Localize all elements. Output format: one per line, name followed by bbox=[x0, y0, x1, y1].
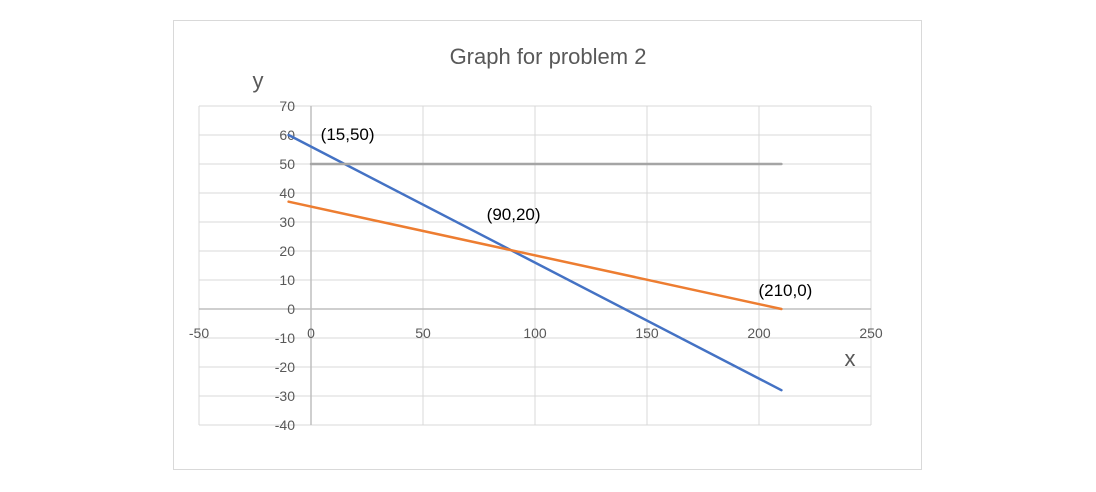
axes bbox=[199, 106, 871, 425]
x-tick-label: -50 bbox=[189, 325, 209, 341]
x-tick-label: 200 bbox=[747, 325, 771, 341]
annotations: (15,50) (90,20) (210,0) bbox=[321, 125, 813, 300]
x-tick-label: 0 bbox=[307, 325, 315, 341]
x-tick-label: 50 bbox=[415, 325, 431, 341]
tick-labels: -40 -30 -20 -10 0 10 20 30 40 50 60 70 -50 0 50 100 150 2… bbox=[189, 98, 883, 433]
series-line-1 bbox=[287, 133, 783, 392]
annotation-label: (90,20) bbox=[487, 205, 541, 224]
y-tick-label: -20 bbox=[275, 359, 295, 375]
y-tick-label: 10 bbox=[279, 272, 295, 288]
x-tick-label: 250 bbox=[859, 325, 883, 341]
grid bbox=[198, 105, 872, 426]
x-tick-label: 150 bbox=[635, 325, 659, 341]
y-tick-label: 60 bbox=[279, 127, 295, 143]
y-tick-label: 50 bbox=[279, 156, 295, 172]
series-line-2 bbox=[287, 200, 783, 311]
series bbox=[287, 133, 783, 392]
y-axis-title: y bbox=[253, 68, 264, 93]
y-tick-label: 70 bbox=[279, 98, 295, 114]
x-tick-label: 100 bbox=[523, 325, 547, 341]
y-tick-label: 20 bbox=[279, 243, 295, 259]
y-tick-label: 30 bbox=[279, 214, 295, 230]
chart-frame bbox=[173, 20, 922, 470]
x-axis-title: x bbox=[845, 346, 856, 371]
y-tick-label: 0 bbox=[287, 301, 295, 317]
chart-title: Graph for problem 2 bbox=[450, 44, 647, 69]
annotation-label: (210,0) bbox=[758, 281, 812, 300]
y-tick-label: -30 bbox=[275, 388, 295, 404]
y-tick-label: -10 bbox=[275, 330, 295, 346]
annotation-label: (15,50) bbox=[321, 125, 375, 144]
y-tick-label: -40 bbox=[275, 417, 295, 433]
y-tick-label: 40 bbox=[279, 185, 295, 201]
